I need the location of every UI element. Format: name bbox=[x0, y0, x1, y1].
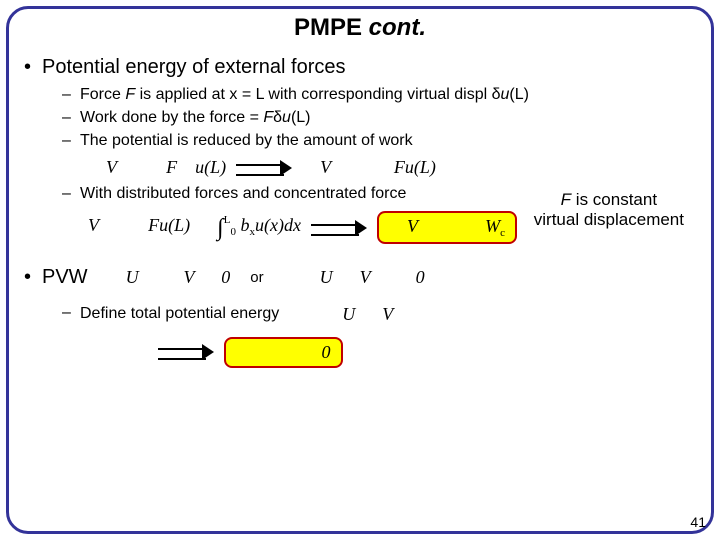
equation-row-1: V F u(L) V Fu(L) bbox=[88, 157, 702, 178]
text: Work done by the force = bbox=[80, 109, 263, 126]
eq-Wc: V Wc bbox=[389, 216, 505, 239]
text: V W bbox=[389, 216, 500, 236]
bullet-force-applied: Force F is applied at x = L with corresp… bbox=[18, 85, 702, 106]
arrow-icon bbox=[236, 161, 292, 175]
text: δ bbox=[273, 109, 282, 126]
bullet-pvw: PVW bbox=[18, 266, 88, 289]
var-F: F bbox=[125, 86, 135, 103]
eq-deltaV-left: V F u(L) bbox=[88, 157, 226, 178]
text: Define total potential energy bbox=[80, 304, 279, 325]
bullet-potential-energy: Potential energy of external forces bbox=[18, 56, 702, 79]
eq-total-potential: U V bbox=[297, 303, 393, 326]
slide-content: PMPE cont. Potential energy of external … bbox=[18, 14, 702, 526]
var-u: u bbox=[282, 109, 291, 126]
eq-V-integral: V Fu(L) ∫L0 bxu(x)dx bbox=[88, 214, 301, 242]
eq-pvw-2: U V 0 bbox=[284, 267, 425, 288]
pvw-row: PVW U V 0 or U V 0 bbox=[18, 266, 702, 289]
text-or: or bbox=[250, 269, 263, 286]
highlight-box-Wc: V Wc bbox=[377, 211, 517, 244]
eq-final: 0 bbox=[236, 342, 331, 363]
text: b bbox=[236, 215, 250, 235]
text: virtual displacement bbox=[534, 210, 684, 229]
slide-title: PMPE cont. bbox=[18, 14, 702, 42]
text: is applied at x = L with corresponding v… bbox=[135, 86, 500, 103]
title-suffix: cont. bbox=[369, 14, 426, 41]
bullet-define-total: Define total potential energy U V bbox=[18, 303, 702, 326]
bullet-distributed-forces: With distributed forces and concentrated… bbox=[18, 184, 702, 205]
text: V Fu(L) bbox=[88, 215, 217, 235]
var-u: u bbox=[255, 215, 264, 235]
text: Force bbox=[80, 86, 125, 103]
eq-pvw-1: U V 0 bbox=[108, 267, 231, 288]
var-F: F bbox=[263, 109, 273, 126]
eq-deltaV-right: V Fu(L) bbox=[302, 157, 454, 178]
bullet-work-done: Work done by the force = Fδu(L) bbox=[18, 108, 702, 129]
bullet-potential-reduced: The potential is reduced by the amount o… bbox=[18, 131, 702, 152]
title-text: PMPE bbox=[294, 14, 369, 41]
arrow-icon bbox=[158, 345, 214, 359]
sub-c: c bbox=[500, 227, 505, 239]
equation-row-final: 0 bbox=[158, 337, 702, 368]
text: (L) bbox=[509, 86, 529, 103]
int-upper: L bbox=[224, 214, 231, 226]
highlight-box-final: 0 bbox=[224, 337, 343, 368]
text: (x)dx bbox=[264, 215, 301, 235]
arrow-icon bbox=[311, 221, 367, 235]
text: (L) bbox=[291, 109, 311, 126]
page-number: 41 bbox=[690, 514, 706, 530]
